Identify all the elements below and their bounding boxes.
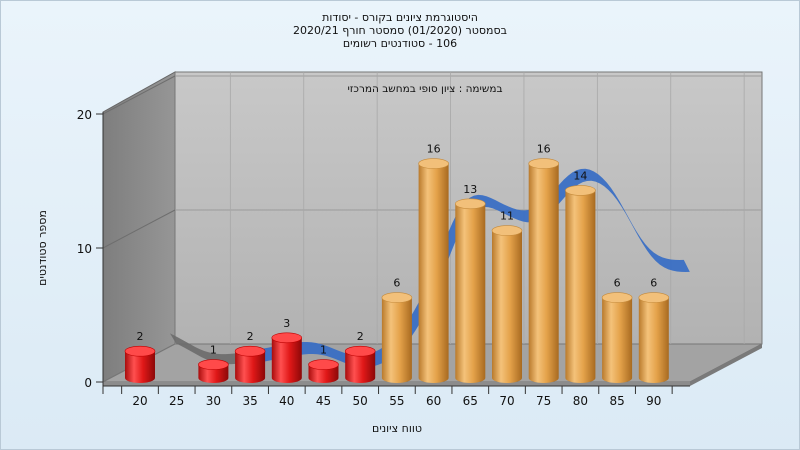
- bar-data-label: 6: [614, 277, 621, 290]
- x-tick-label: 55: [389, 394, 404, 408]
- x-tick-label: 60: [426, 394, 441, 408]
- x-tick-label: 80: [573, 394, 588, 408]
- y-tick-label: 0: [84, 376, 92, 390]
- bar-data-label: 6: [650, 277, 657, 290]
- bar-body: [638, 297, 669, 383]
- bar-data-label: 16: [427, 143, 441, 156]
- bar: 1: [198, 344, 229, 383]
- bar-top: [308, 359, 339, 370]
- bar-body: [125, 351, 155, 383]
- annotation: במשימה : ציון סופי במחשב המרכזי: [347, 83, 502, 95]
- x-tick-label: 50: [353, 394, 368, 408]
- bar-top: [601, 292, 633, 303]
- bar-data-label: 2: [137, 330, 144, 343]
- y-tick-label: 10: [77, 242, 92, 256]
- y-tick-label: 20: [77, 108, 92, 122]
- bar-top: [454, 198, 486, 210]
- x-tick-label: 85: [609, 394, 624, 408]
- chart-title-line-3: 106 - סטודנטים רשומים: [342, 37, 458, 50]
- bar-top: [344, 345, 376, 357]
- bar-data-label: 1: [320, 344, 327, 357]
- bar-body: [565, 190, 596, 383]
- bar: 11: [491, 210, 523, 383]
- x-tick-label: 45: [316, 394, 331, 408]
- bar: 2: [124, 330, 156, 383]
- bar-data-label: 11: [500, 210, 514, 223]
- bar-top: [638, 292, 670, 303]
- curve-segment-low: [170, 333, 249, 365]
- bar: 14: [565, 169, 596, 383]
- bar: 2: [234, 330, 266, 383]
- chart-title-line-1: היסטוגרמת ציונים בקורס - יסודות: [322, 11, 478, 24]
- bar-data-label: 13: [463, 183, 477, 196]
- bar: 6: [638, 277, 670, 383]
- x-tick-label: 70: [499, 394, 514, 408]
- axes: 0 10 20 20 25 30 35 40 45 50 55 60 65 70 75 80 85 90: [77, 108, 690, 408]
- bar-data-label: 3: [283, 317, 290, 330]
- bar-top: [381, 292, 413, 303]
- chart-title-line-2: בסמסטר (01/2020) סמסטר חורף 2020/21: [293, 24, 507, 37]
- bar: 16: [418, 143, 449, 383]
- bar-body: [235, 351, 266, 383]
- gridline-side: [102, 75, 176, 115]
- bar: 1: [308, 344, 339, 383]
- bar-top: [198, 359, 229, 370]
- right-edge: [690, 344, 762, 386]
- y-axis-label: מספר סטודנטים: [36, 210, 49, 286]
- bar-body: [602, 297, 633, 383]
- x-tick-label: 25: [169, 394, 184, 408]
- bar-top: [271, 332, 303, 344]
- x-tick-label: 75: [536, 394, 551, 408]
- bar-data-label: 6: [393, 277, 400, 290]
- bar-data-label: 16: [537, 143, 551, 156]
- gridline-side: [102, 209, 176, 249]
- bar-top: [528, 158, 560, 169]
- bar-top: [234, 345, 266, 357]
- bar-data-label: 2: [357, 330, 364, 343]
- bar: 3: [271, 317, 303, 383]
- bar-body: [528, 163, 559, 383]
- x-axis-label: טווח ציונים: [372, 422, 422, 435]
- bar-top: [491, 225, 523, 236]
- bar-body: [381, 297, 412, 383]
- bar-top: [418, 158, 449, 169]
- bar-data-label: 1: [210, 344, 217, 357]
- bar: 16: [528, 143, 560, 383]
- x-tick-label: 30: [206, 394, 221, 408]
- bar: 13: [454, 183, 486, 383]
- x-tick-label: 65: [463, 394, 478, 408]
- bar: 6: [381, 277, 413, 383]
- bar-body: [271, 337, 302, 383]
- bar-body: [345, 351, 376, 383]
- bar: 6: [601, 277, 633, 383]
- x-tick-label: 40: [279, 394, 294, 408]
- x-tick-label: 90: [646, 394, 661, 408]
- bar: 2: [344, 330, 376, 383]
- bar-top: [565, 185, 596, 196]
- bar-body: [418, 163, 449, 383]
- bar-top: [124, 345, 156, 357]
- bar-body: [455, 203, 486, 383]
- floor-front-edge: [103, 382, 690, 386]
- bar-data-label: 2: [247, 330, 254, 343]
- bar-data-label: 14: [573, 169, 587, 182]
- x-tick-label: 20: [132, 394, 147, 408]
- bar-body: [492, 230, 522, 383]
- bars: 2 1 2 3 1 2 6 16 13 11 16 14 6 6: [124, 143, 670, 383]
- x-tick-label: 35: [242, 394, 257, 408]
